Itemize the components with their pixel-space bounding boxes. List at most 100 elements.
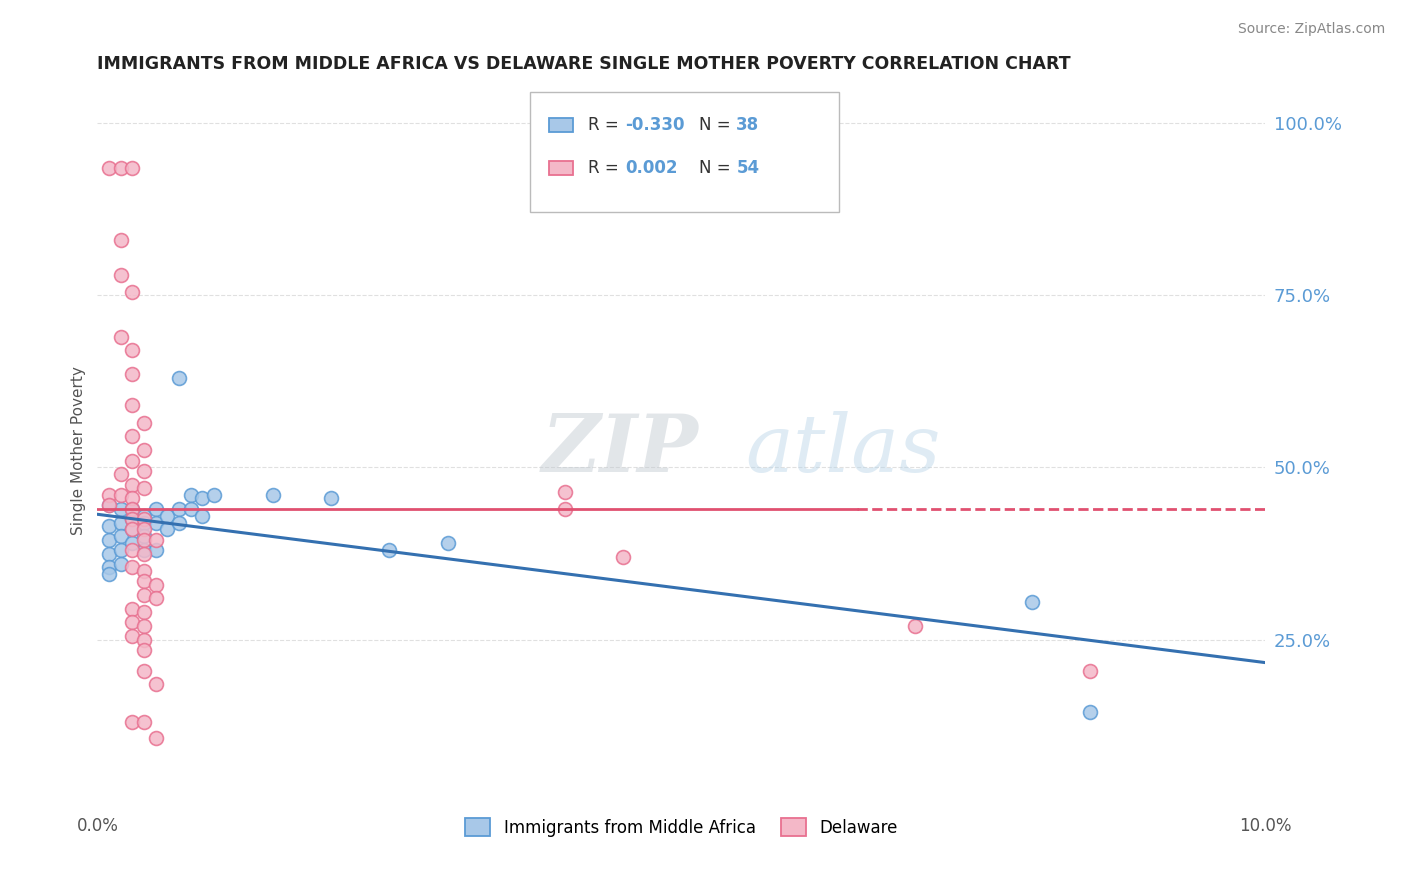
Point xyxy=(98,499,121,513)
Text: Source: ZipAtlas.com: Source: ZipAtlas.com xyxy=(1237,22,1385,37)
Point xyxy=(121,501,143,516)
Point xyxy=(110,501,132,516)
Point xyxy=(132,643,155,657)
Point xyxy=(554,501,576,516)
Point xyxy=(1078,664,1101,678)
Point xyxy=(121,161,143,175)
Point xyxy=(110,488,132,502)
Point xyxy=(180,501,202,516)
Point xyxy=(132,619,155,633)
Point xyxy=(110,516,132,530)
Point xyxy=(132,529,155,543)
Point xyxy=(110,268,132,282)
Text: 54: 54 xyxy=(737,159,759,178)
Point xyxy=(98,499,121,513)
Point xyxy=(132,523,155,537)
Point xyxy=(319,491,342,506)
Point xyxy=(145,577,167,591)
Point xyxy=(132,588,155,602)
Point xyxy=(110,161,132,175)
Point xyxy=(98,560,121,574)
Legend: Immigrants from Middle Africa, Delaware: Immigrants from Middle Africa, Delaware xyxy=(458,812,904,843)
Text: R =: R = xyxy=(588,116,624,134)
Point xyxy=(167,371,190,385)
Point xyxy=(554,484,576,499)
Point xyxy=(110,467,132,482)
Point xyxy=(110,233,132,247)
Point xyxy=(121,715,143,730)
Text: R =: R = xyxy=(588,159,624,178)
Point xyxy=(121,543,143,558)
Point xyxy=(145,731,167,746)
Point xyxy=(121,343,143,358)
Text: IMMIGRANTS FROM MIDDLE AFRICA VS DELAWARE SINGLE MOTHER POVERTY CORRELATION CHAR: IMMIGRANTS FROM MIDDLE AFRICA VS DELAWAR… xyxy=(97,55,1071,73)
Point xyxy=(132,632,155,647)
Point xyxy=(145,543,167,558)
Point xyxy=(156,508,179,523)
Point xyxy=(110,557,132,571)
Point xyxy=(110,529,132,543)
Point xyxy=(121,523,143,537)
Point xyxy=(121,453,143,467)
Point xyxy=(98,547,121,561)
Point xyxy=(132,508,155,523)
Point xyxy=(98,161,121,175)
Point xyxy=(132,512,155,526)
FancyBboxPatch shape xyxy=(550,161,572,176)
Point xyxy=(262,488,284,502)
Point xyxy=(121,629,143,643)
Point xyxy=(1078,705,1101,719)
Point xyxy=(98,519,121,533)
Point xyxy=(121,512,143,526)
Point xyxy=(121,491,143,506)
Point xyxy=(121,536,143,550)
Point xyxy=(904,619,927,633)
Point xyxy=(110,543,132,558)
Point xyxy=(167,516,190,530)
Point xyxy=(132,516,155,530)
Point xyxy=(132,564,155,578)
Point xyxy=(121,523,143,537)
Point xyxy=(132,416,155,430)
Point xyxy=(145,516,167,530)
Point xyxy=(121,501,143,516)
Y-axis label: Single Mother Poverty: Single Mother Poverty xyxy=(72,366,86,534)
Point xyxy=(378,543,401,558)
Point xyxy=(1021,595,1043,609)
Text: 38: 38 xyxy=(737,116,759,134)
Point xyxy=(132,543,155,558)
Point xyxy=(121,429,143,443)
Point xyxy=(191,491,214,506)
Point xyxy=(132,664,155,678)
Point xyxy=(180,488,202,502)
Point xyxy=(145,677,167,691)
Point xyxy=(167,501,190,516)
Point xyxy=(436,536,458,550)
Point xyxy=(132,464,155,478)
FancyBboxPatch shape xyxy=(550,118,572,132)
Point xyxy=(121,560,143,574)
Text: 0.002: 0.002 xyxy=(626,159,678,178)
Point xyxy=(132,605,155,619)
Point xyxy=(132,574,155,588)
Point xyxy=(98,533,121,547)
Point xyxy=(132,547,155,561)
Text: atlas: atlas xyxy=(745,411,941,489)
Point xyxy=(132,533,155,547)
Text: ZIP: ZIP xyxy=(541,411,699,489)
Point xyxy=(98,488,121,502)
Point xyxy=(121,368,143,382)
FancyBboxPatch shape xyxy=(530,92,839,211)
Point xyxy=(98,567,121,582)
Point xyxy=(121,512,143,526)
Point xyxy=(121,615,143,630)
Point xyxy=(145,533,167,547)
Text: N =: N = xyxy=(699,116,735,134)
Point xyxy=(121,477,143,491)
Point xyxy=(612,549,634,564)
Point xyxy=(145,501,167,516)
Point xyxy=(121,399,143,413)
Point xyxy=(156,523,179,537)
Point xyxy=(202,488,225,502)
Point xyxy=(132,481,155,495)
